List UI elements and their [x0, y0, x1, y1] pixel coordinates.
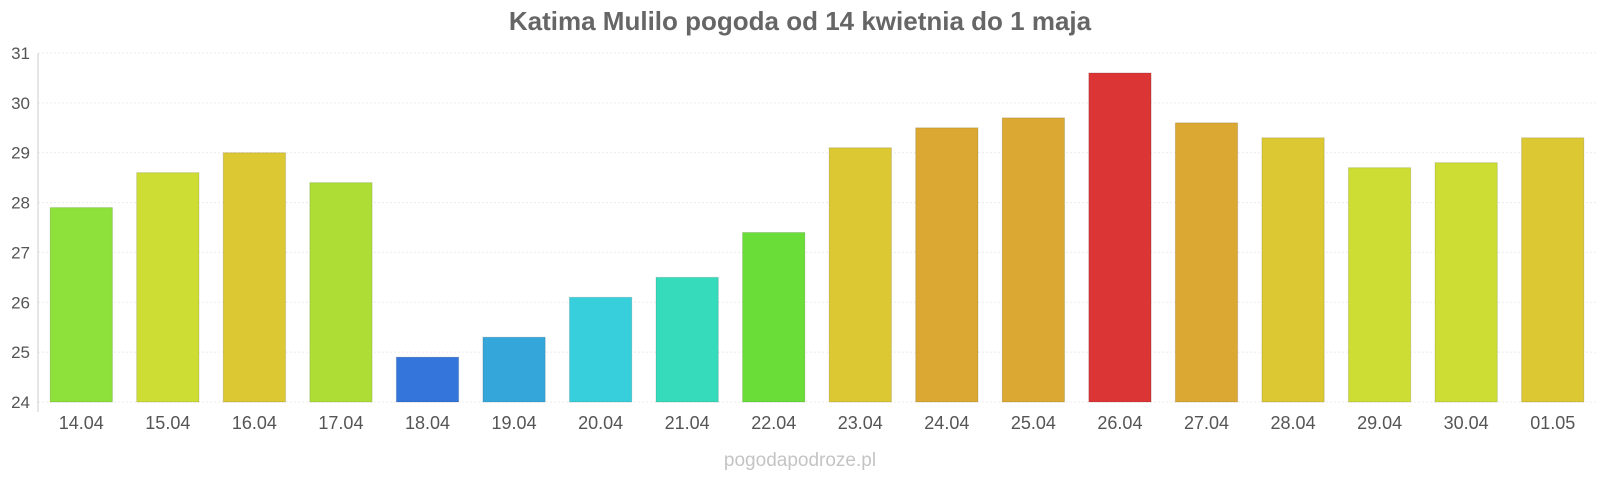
x-tick-label: 25.04 [1011, 413, 1056, 433]
x-tick-label: 17.04 [318, 413, 363, 433]
x-tick-label: 18.04 [405, 413, 450, 433]
bar: 23.04: 29.1 [828, 147, 892, 403]
watermark: pogodapodroze.pl [723, 450, 877, 471]
x-tick-label: 01.05 [1530, 413, 1575, 433]
y-tick-label: 31 [11, 44, 30, 63]
bar: 01.05: 29.3 [1521, 137, 1585, 403]
x-tick-label: 15.04 [145, 413, 190, 433]
y-tick-label: 27 [11, 243, 30, 262]
bar: 30.04: 28.8 [1434, 162, 1498, 403]
y-tick-label: 28 [11, 194, 30, 213]
bar: 28.04: 29.3 [1261, 137, 1325, 403]
y-tick-label: 24 [11, 393, 30, 412]
bar: 21.04: 26.5 [655, 276, 719, 403]
bar: 19.04: 25.3 [482, 336, 546, 403]
y-tick-label: 29 [11, 144, 30, 163]
x-tick-label: 24.04 [924, 413, 969, 433]
bar: 18.04: 24.9 [395, 356, 460, 403]
bar: 29.04: 28.7 [1347, 167, 1412, 403]
y-tick-label: 26 [11, 293, 30, 312]
bar: 15.04: 28.6 [136, 172, 200, 403]
x-tick-label: 26.04 [1097, 413, 1142, 433]
x-tick-label: 14.04 [59, 413, 104, 433]
bar: 25.04: 29.7 [1001, 117, 1066, 403]
x-tick-label: 21.04 [665, 413, 710, 433]
y-tick-label: 25 [11, 343, 30, 362]
x-tick-label: 29.04 [1357, 413, 1402, 433]
bar: 24.04: 29.5 [915, 127, 979, 403]
chart-title: Katima Mulilo pogoda od 14 kwietnia do 1… [508, 6, 1092, 36]
bar: 16.04: 29 [222, 152, 287, 403]
y-tick-label: 30 [11, 94, 30, 113]
bar: 17.04: 28.4 [309, 182, 373, 403]
bar: 26.04: 30.6 [1088, 72, 1152, 403]
bar: 14.04: 27.9 [49, 207, 113, 403]
x-tick-label: 22.04 [751, 413, 796, 433]
x-tick-label: 16.04 [232, 413, 277, 433]
bar: 20.04: 26.1 [568, 296, 633, 403]
bar: 27.04: 29.6 [1174, 122, 1239, 403]
x-tick-label: 23.04 [838, 413, 883, 433]
x-tick-label: 19.04 [492, 413, 537, 433]
x-tick-label: 30.04 [1444, 413, 1489, 433]
x-tick-label: 28.04 [1271, 413, 1316, 433]
bar: 22.04: 27.4 [742, 231, 806, 403]
x-tick-label: 20.04 [578, 413, 623, 433]
x-tick-label: 27.04 [1184, 413, 1229, 433]
